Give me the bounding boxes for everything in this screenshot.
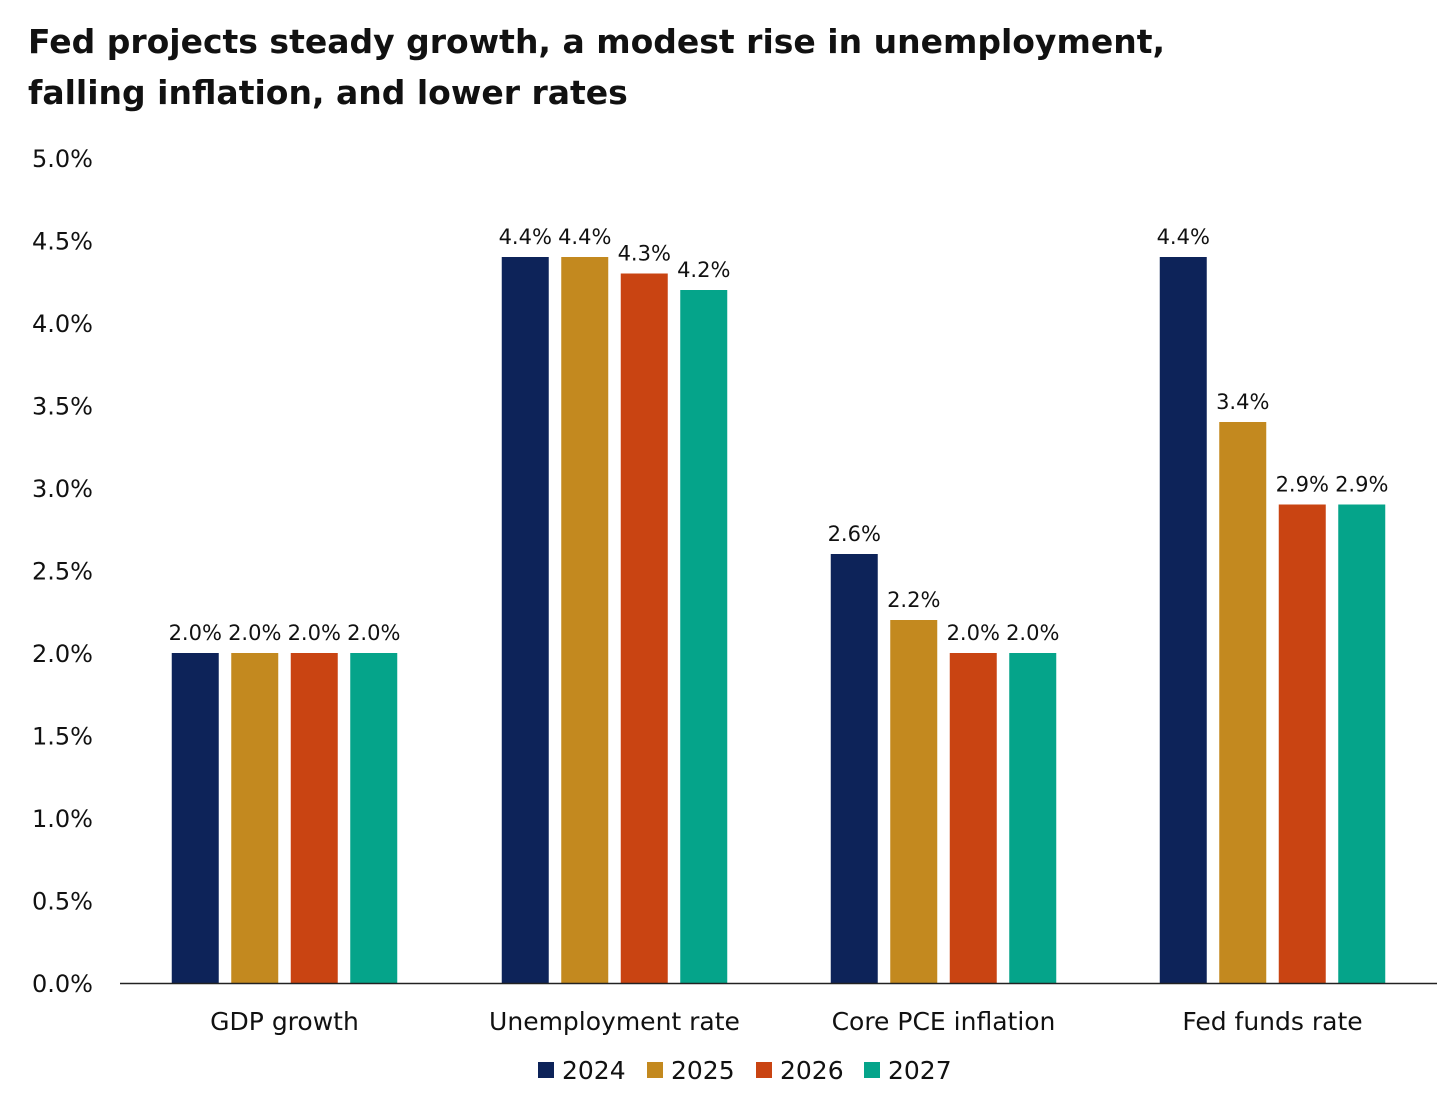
- data-label: 2.6%: [828, 522, 881, 546]
- y-axis: 0.0% 0.5% 1.0% 1.5% 2.0% 2.5% 3.0% 3.5% 4.0% 4.5%…: [32, 145, 93, 998]
- bar-2027-fed-funds-rate: [1338, 504, 1386, 983]
- x-tick-label: Fed funds rate: [1182, 1007, 1362, 1036]
- bar-2025-gdp-growth: [231, 653, 279, 983]
- y-tick-label: 4.0%: [32, 310, 93, 338]
- data-label: 3.4%: [1216, 390, 1269, 414]
- x-tick-label: Core PCE inflation: [832, 1007, 1056, 1036]
- bars: [171, 257, 1386, 983]
- x-axis: GDP growth Unemployment rate Core PCE infl…: [210, 1007, 1362, 1036]
- data-label: 2.0%: [347, 621, 400, 645]
- y-tick-label: 1.0%: [32, 805, 93, 833]
- legend-swatch-2026: [756, 1062, 772, 1078]
- x-tick-label: Unemployment rate: [489, 1007, 740, 1036]
- bar-2026-core-pce-inflation: [949, 653, 997, 983]
- data-label: 4.4%: [558, 225, 611, 249]
- y-tick-label: 3.5%: [32, 393, 93, 421]
- y-tick-label: 2.5%: [32, 558, 93, 586]
- bar-2026-gdp-growth: [290, 653, 338, 983]
- data-label: 4.4%: [1157, 225, 1210, 249]
- legend-label-2027: 2027: [888, 1056, 952, 1085]
- bar-2027-core-pce-inflation: [1009, 653, 1057, 983]
- data-labels: 2.0% 2.0% 2.0% 2.0%4.4% 4.4%4.3%4.2%2.6%2.2%…: [169, 225, 1389, 645]
- data-label: 2.0%: [288, 621, 341, 645]
- chart-title-line-1: Fed projects steady growth, a modest ris…: [28, 22, 1166, 61]
- data-label: 2.9%: [1276, 473, 1329, 497]
- x-tick-label: GDP growth: [210, 1007, 359, 1036]
- legend-swatch-2025: [647, 1062, 663, 1078]
- bar-2026-unemployment-rate: [620, 273, 668, 983]
- legend-label-2024: 2024: [562, 1056, 626, 1085]
- y-tick-label: 1.5%: [32, 723, 93, 751]
- y-tick-label: 0.0%: [32, 970, 93, 998]
- bar-2027-gdp-growth: [350, 653, 398, 983]
- data-label: 2.0%: [1006, 621, 1059, 645]
- legend-label-2025: 2025: [671, 1056, 735, 1085]
- y-tick-label: 2.0%: [32, 640, 93, 668]
- bar-2024-unemployment-rate: [501, 257, 549, 983]
- data-label: 4.4%: [499, 225, 552, 249]
- legend-swatch-2027: [864, 1062, 880, 1078]
- y-tick-label: 4.5%: [32, 228, 93, 256]
- chart-title: Fed projects steady growth, a modest ris…: [28, 16, 1228, 118]
- legend: 2024 2025 2026 2027: [538, 1056, 952, 1085]
- data-label: 2.2%: [887, 588, 940, 612]
- bar-2025-core-pce-inflation: [890, 620, 938, 983]
- bar-2024-fed-funds-rate: [1159, 257, 1207, 983]
- bar-2025-unemployment-rate: [561, 257, 609, 983]
- data-label: 2.0%: [228, 621, 281, 645]
- data-label: 2.9%: [1335, 473, 1388, 497]
- data-label: 4.2%: [677, 258, 730, 282]
- y-tick-label: 3.0%: [32, 475, 93, 503]
- legend-label-2026: 2026: [780, 1056, 844, 1085]
- y-tick-label: 5.0%: [32, 145, 93, 173]
- bar-2026-fed-funds-rate: [1278, 504, 1326, 983]
- data-label: 2.0%: [947, 621, 1000, 645]
- legend-swatch-2024: [538, 1062, 554, 1078]
- bar-2027-unemployment-rate: [680, 290, 728, 983]
- chart-title-line-2: falling inflation, and lower rates: [28, 73, 628, 112]
- y-tick-label: 0.5%: [32, 888, 93, 916]
- bar-2024-core-pce-inflation: [830, 554, 878, 983]
- data-label: 2.0%: [169, 621, 222, 645]
- bar-2024-gdp-growth: [171, 653, 219, 983]
- data-label: 4.3%: [618, 242, 671, 266]
- bar-2025-fed-funds-rate: [1219, 422, 1267, 983]
